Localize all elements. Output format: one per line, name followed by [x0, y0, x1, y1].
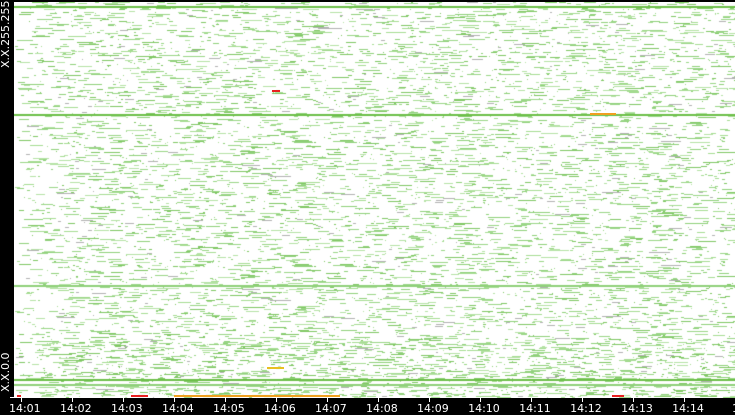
- x-tick: [581, 398, 583, 402]
- x-tick: [20, 398, 22, 402]
- plot-area: [14, 2, 735, 398]
- highlight-segment: [590, 112, 616, 115]
- x-tick: [632, 398, 634, 402]
- x-tick: [530, 398, 532, 402]
- x-tick: [377, 398, 379, 402]
- x-tick-label: 14:09: [417, 402, 449, 415]
- x-tick: [224, 398, 226, 402]
- y-tick-label-top: X.X.255.255: [0, 0, 12, 68]
- heatmap-cells: [14, 2, 735, 398]
- x-tick-label: 14:03: [110, 402, 143, 415]
- x-tick: [479, 398, 481, 402]
- x-tick-label: 14:04: [161, 402, 194, 415]
- highlight-segment: [131, 394, 149, 397]
- x-tick: [275, 398, 277, 402]
- highlight-segment: [611, 394, 625, 397]
- x-tick-label: 14:08: [366, 402, 398, 415]
- x-tick-label: 14:06: [264, 402, 296, 415]
- x-tick: [683, 398, 685, 402]
- x-tick-label: 14:02: [59, 402, 92, 415]
- x-tick: [173, 398, 175, 402]
- highlight-segment: [16, 394, 21, 397]
- x-tick-label: 14:11: [519, 402, 551, 415]
- x-tick: [122, 398, 124, 402]
- x-tick-label: 14:07: [315, 402, 347, 415]
- x-tick: [326, 398, 328, 402]
- x-tick-label: 14:10: [468, 402, 500, 415]
- x-tick: [428, 398, 430, 402]
- x-tick-label: 14:14: [672, 402, 704, 415]
- x-tick-label: 14:01: [8, 402, 41, 415]
- highlight-segment: [267, 366, 285, 369]
- x-tick-label: 14:13: [621, 402, 653, 415]
- x-tick: [71, 398, 73, 402]
- y-tick: [10, 397, 14, 398]
- x-tick-label: 14:05: [212, 402, 245, 415]
- x-tick-label: 14: [732, 402, 735, 415]
- x-tick-label: 14:12: [570, 402, 602, 415]
- highlight-segment: [173, 394, 340, 397]
- highlight-segment: [271, 90, 281, 93]
- y-tick-label-bottom: X.X.0.0: [0, 352, 12, 392]
